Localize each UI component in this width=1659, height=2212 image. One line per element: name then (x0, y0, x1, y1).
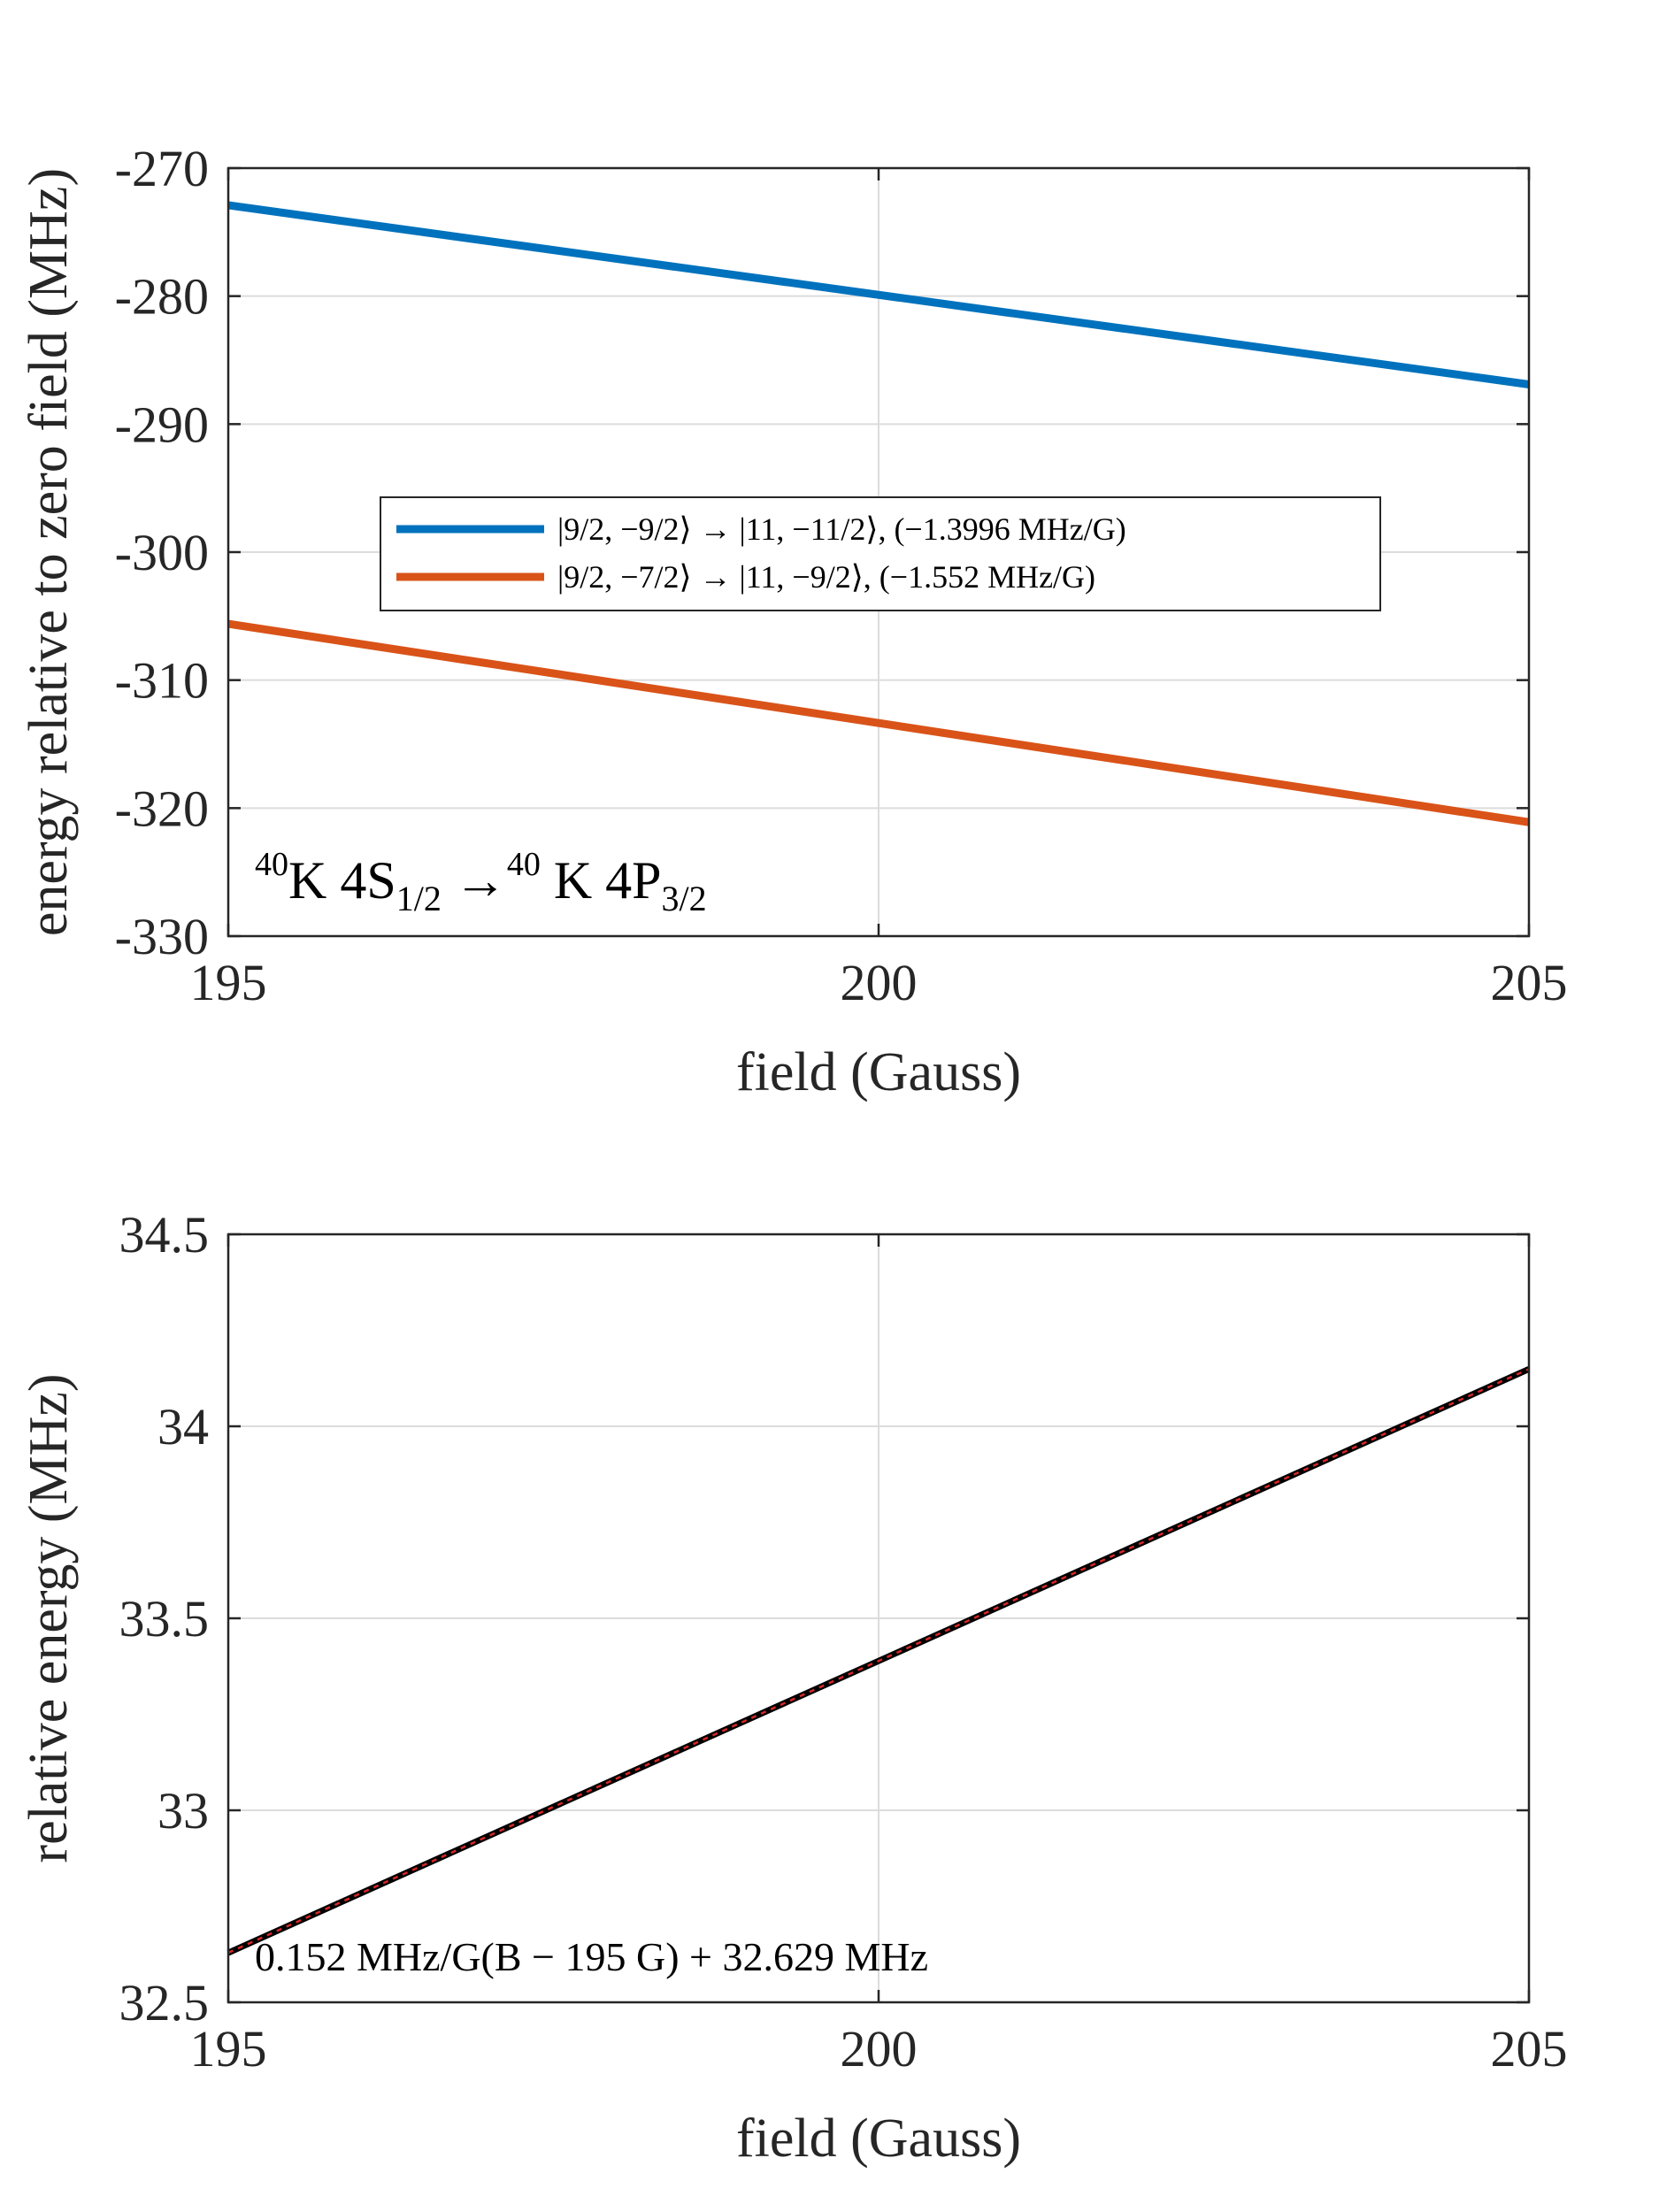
top-ytick-label: -300 (115, 524, 209, 581)
bottom-ytick-label: 32.5 (119, 1974, 210, 2032)
top-ytick-label: -330 (115, 908, 209, 965)
top-plot: 195 200 205 -270 -280 -290 -300 -310 -320 -330 |9… (19, 140, 1568, 1102)
top-ytick-label: -270 (115, 140, 209, 197)
top-series (227, 201, 1530, 826)
bottom-annotation: 0.152 MHz/G(B − 195 G) + 32.629 MHz (255, 1934, 928, 1979)
top-series-line-1 (227, 201, 1530, 388)
bottom-ytick-label: 34.5 (119, 1206, 210, 1263)
bottom-ticks: 195 200 205 34.5 34 33.5 33 32.5 (119, 1206, 1568, 2078)
top-series-line-2 (227, 619, 1530, 826)
top-xtick-label: 200 (841, 954, 918, 1011)
top-xtick-label: 205 (1491, 954, 1568, 1011)
top-legend: |9/2, −9/2⟩ → |11, −11/2⟩, (−1.3996 MHz/… (380, 496, 1381, 611)
top-ytick-label: -280 (115, 268, 209, 326)
bottom-ytick-label: 34 (157, 1398, 209, 1455)
legend-label-1: |9/2, −9/2⟩ → |11, −11/2⟩, (−1.3996 MHz/… (557, 511, 1126, 547)
bottom-xtick-label: 200 (841, 2020, 918, 2078)
bottom-xlabel: field (Gauss) (736, 2108, 1021, 2169)
top-ticks: 195 200 205 -270 -280 -290 -300 -310 -320 -330 (115, 140, 1568, 1011)
top-xtick-label: 195 (190, 954, 267, 1011)
top-xlabel: field (Gauss) (736, 1042, 1021, 1102)
legend-box (380, 496, 1381, 611)
bottom-ylabel: relative energy (MHz) (19, 1373, 79, 1863)
bottom-plot: 195 200 205 34.5 34 33.5 33 32.5 0.152 MHz/G(B … (19, 1206, 1568, 2169)
top-ytick-label: -290 (115, 396, 209, 453)
bottom-xtick-label: 195 (190, 2020, 267, 2078)
top-ytick-label: -320 (115, 780, 209, 837)
bottom-series-line-2 (227, 1368, 1530, 1955)
bottom-ytick-label: 33 (157, 1782, 209, 1839)
top-ylabel: energy relative to zero field (MHz) (19, 168, 79, 936)
bottom-ytick-label: 33.5 (119, 1590, 210, 1647)
top-annotation: 40K 4S1/2 →40 K 4P3/2 (255, 846, 707, 918)
top-ytick-label: -310 (115, 652, 209, 710)
legend-label-2: |9/2, −7/2⟩ → |11, −9/2⟩, (−1.552 MHz/G) (557, 559, 1095, 595)
bottom-xtick-label: 205 (1491, 2020, 1568, 2078)
bottom-series (227, 1366, 1531, 1956)
